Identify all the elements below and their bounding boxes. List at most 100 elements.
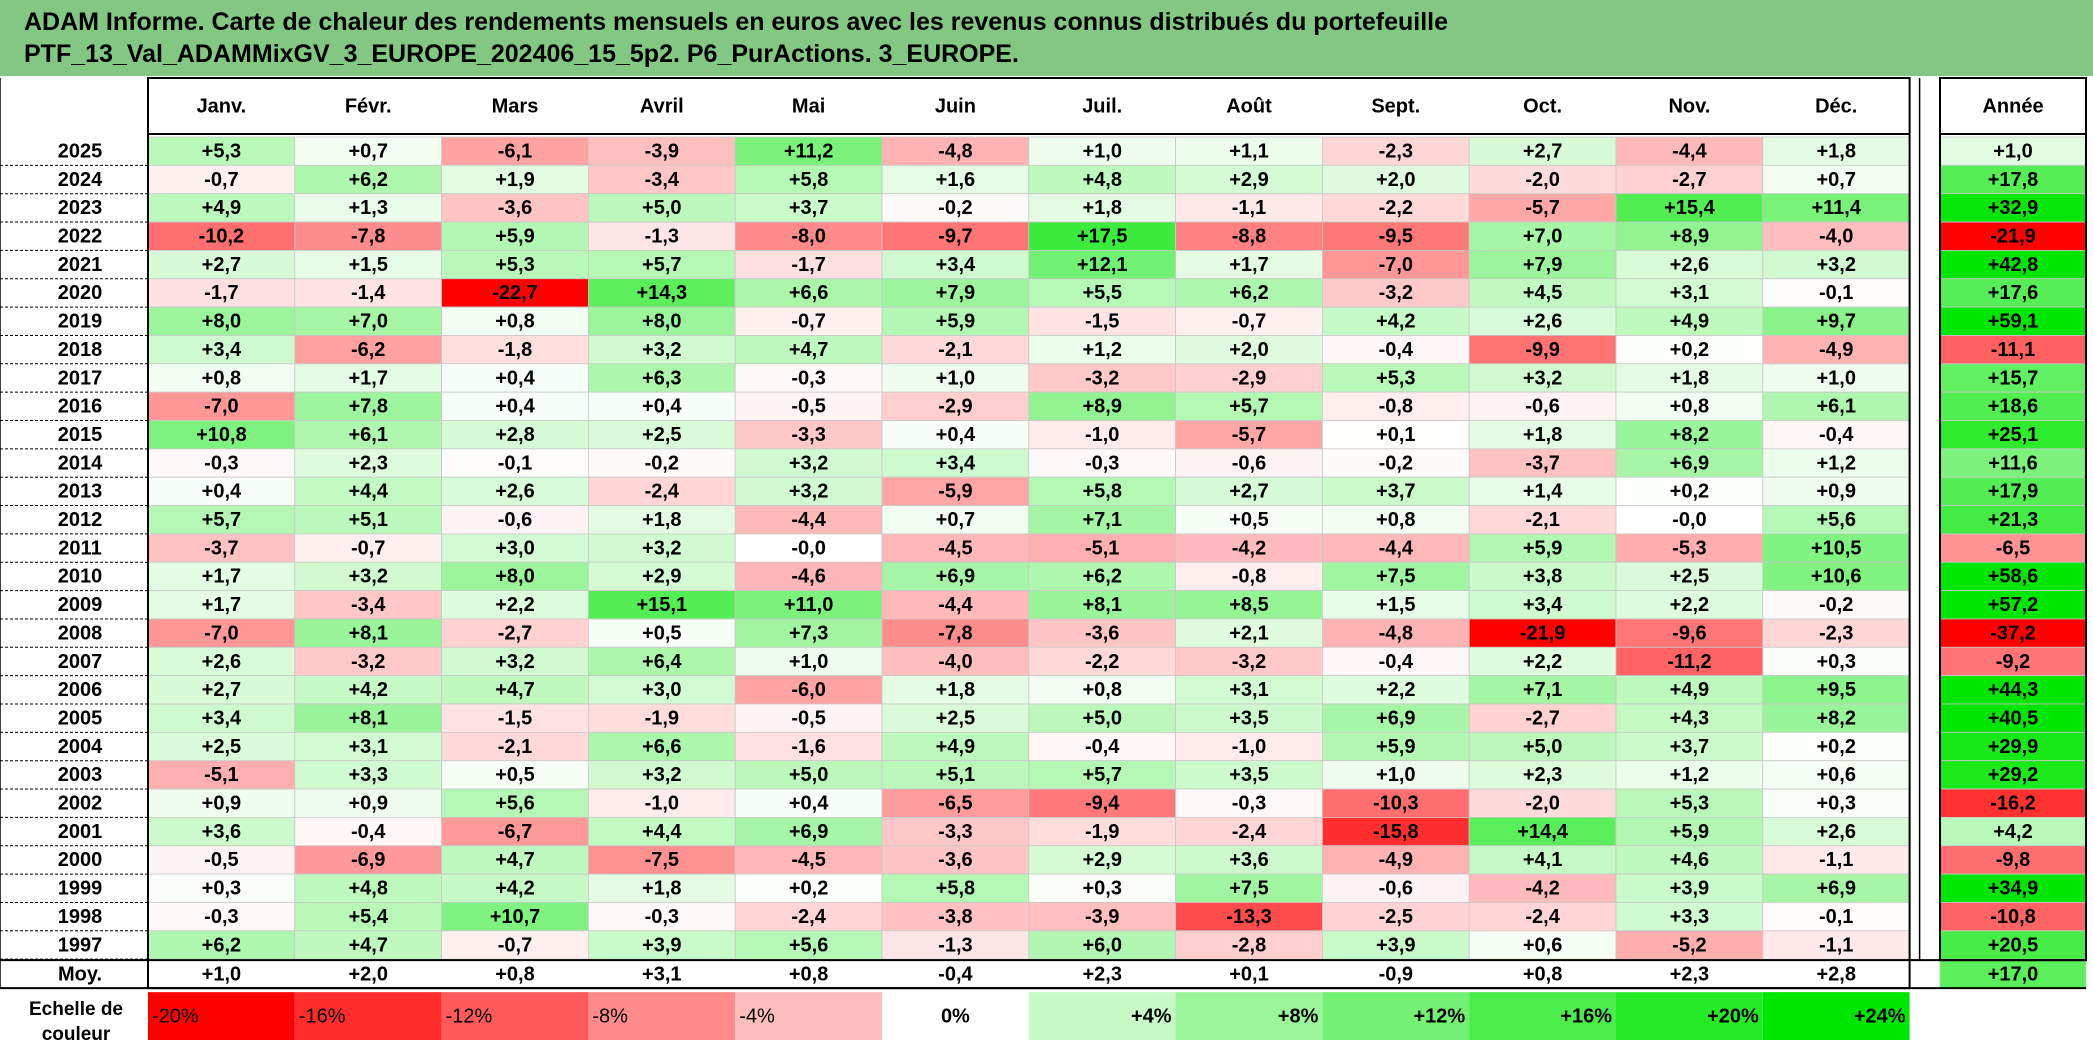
heatmap-cell [734,845,883,875]
heatmap-cell [734,476,883,506]
cell-value: -0,8 [1379,396,1413,418]
cell-value: -0,2 [938,197,972,219]
heatmap-cell [147,278,296,308]
heatmap-cell [1762,930,1911,960]
cell-value: +5,9 [495,226,534,248]
heatmap-cell [588,646,736,677]
cell-value: +3,2 [642,764,681,786]
heatmap-cell [881,505,1030,535]
cell-value: -0,1 [1819,906,1853,928]
heatmap-cell [294,902,442,932]
scale-swatch [1469,992,1616,1040]
cell-value: +0,3 [1816,793,1855,815]
heatmap-cell [1175,278,1323,308]
heatmap-cell [1028,760,1177,790]
cell-value: +1,5 [348,254,387,276]
cell-value: +0,5 [642,622,681,644]
heatmap-cell [1615,590,1764,620]
cell-value: +0,2 [1670,481,1709,503]
heatmap-cell [1762,363,1911,393]
heatmap-cell [1615,363,1764,393]
heatmap-cell [1322,788,1470,818]
year-label: 2013 [58,481,103,503]
cell-value: +3,0 [642,679,681,701]
heatmap-cell [1175,249,1323,280]
heatmap-cell [294,845,442,875]
annual-cell [1939,618,2087,648]
heatmap-cell [1615,930,1764,960]
year-label: 2003 [58,764,103,786]
heatmap-cell [588,930,736,960]
annual-value: +17,8 [1988,169,2039,191]
year-label: 2009 [58,594,103,616]
cell-value: +8,9 [1670,226,1709,248]
cell-value: +4,8 [348,878,387,900]
annual-value: +59,1 [1988,311,2039,333]
cell-value: -6,0 [791,679,825,701]
year-label: 2005 [58,707,103,729]
cell-value: -0,2 [645,452,679,474]
heatmap-cell [1468,363,1617,393]
heatmap-cell [881,618,1030,648]
cell-value: -2,2 [1379,197,1413,219]
cell-value: +6,2 [1082,566,1121,588]
annual-cell [1939,817,2087,847]
cell-value: -3,2 [1085,367,1119,389]
annual-cell [1939,731,2087,762]
cell-value: +2,7 [202,254,241,276]
heatmap-cell [881,221,1030,251]
heatmap-cell [1175,873,1323,903]
year-label: 2016 [58,396,103,418]
cell-value: -4,9 [1379,849,1413,871]
annual-value: +29,2 [1988,764,2039,786]
heatmap-cell [881,249,1030,280]
heatmap-cell [1322,249,1470,280]
cell-value: -0,3 [204,906,238,928]
annual-value: +11,6 [1988,452,2038,474]
heatmap-cell [1322,391,1470,421]
heatmap-cell [294,476,442,506]
cell-value: -1,7 [791,254,825,276]
heatmap-cell [1468,505,1617,535]
heatmap-cell [881,391,1030,421]
month-header: Nov. [1668,95,1710,117]
annual-value: +20,5 [1988,934,2039,956]
cell-value: -4,6 [791,566,825,588]
heatmap-cell [1175,391,1323,421]
heatmap-cell [441,533,589,563]
heatmap-cell [881,306,1030,336]
cell-value: +3,1 [1229,679,1268,701]
cell-value: -0,6 [1379,878,1413,900]
heatmap-cell [441,590,589,620]
cell-value: +8,2 [1816,707,1855,729]
cell-value: +5,6 [789,934,828,956]
heatmap-cell [1468,590,1617,620]
heatmap-cell [1322,646,1470,677]
cell-value: +5,4 [348,906,388,928]
scale-value: -12% [446,1005,493,1027]
cell-value: -0,7 [498,934,532,956]
cell-value: +2,5 [1670,566,1709,588]
cell-value: -0,4 [1819,424,1854,446]
cell-value: +0,5 [495,764,534,786]
heatmap-cell [1615,675,1764,705]
heatmap-cell [1028,646,1177,677]
heatmap-cell [881,646,1030,677]
cell-value: +9,7 [1816,311,1855,333]
heatmap-cell [1028,675,1177,705]
heatmap-cell [1615,873,1764,903]
heatmap-cell [147,335,296,365]
heatmap-cell [1028,476,1177,506]
cell-value: +5,3 [202,140,241,162]
heatmap-cell [1322,306,1470,336]
heatmap-cell [147,561,296,592]
cell-value: +2,6 [1670,254,1709,276]
heatmap-cell [1175,760,1323,790]
cell-value: -0,7 [1232,311,1266,333]
cell-value: -2,8 [1232,934,1266,956]
heatmap-cell [294,391,442,421]
heatmap-cell [294,420,442,450]
cell-value: +3,4 [202,339,242,361]
heatmap-cell [734,618,883,648]
year-label: 2022 [58,226,103,248]
